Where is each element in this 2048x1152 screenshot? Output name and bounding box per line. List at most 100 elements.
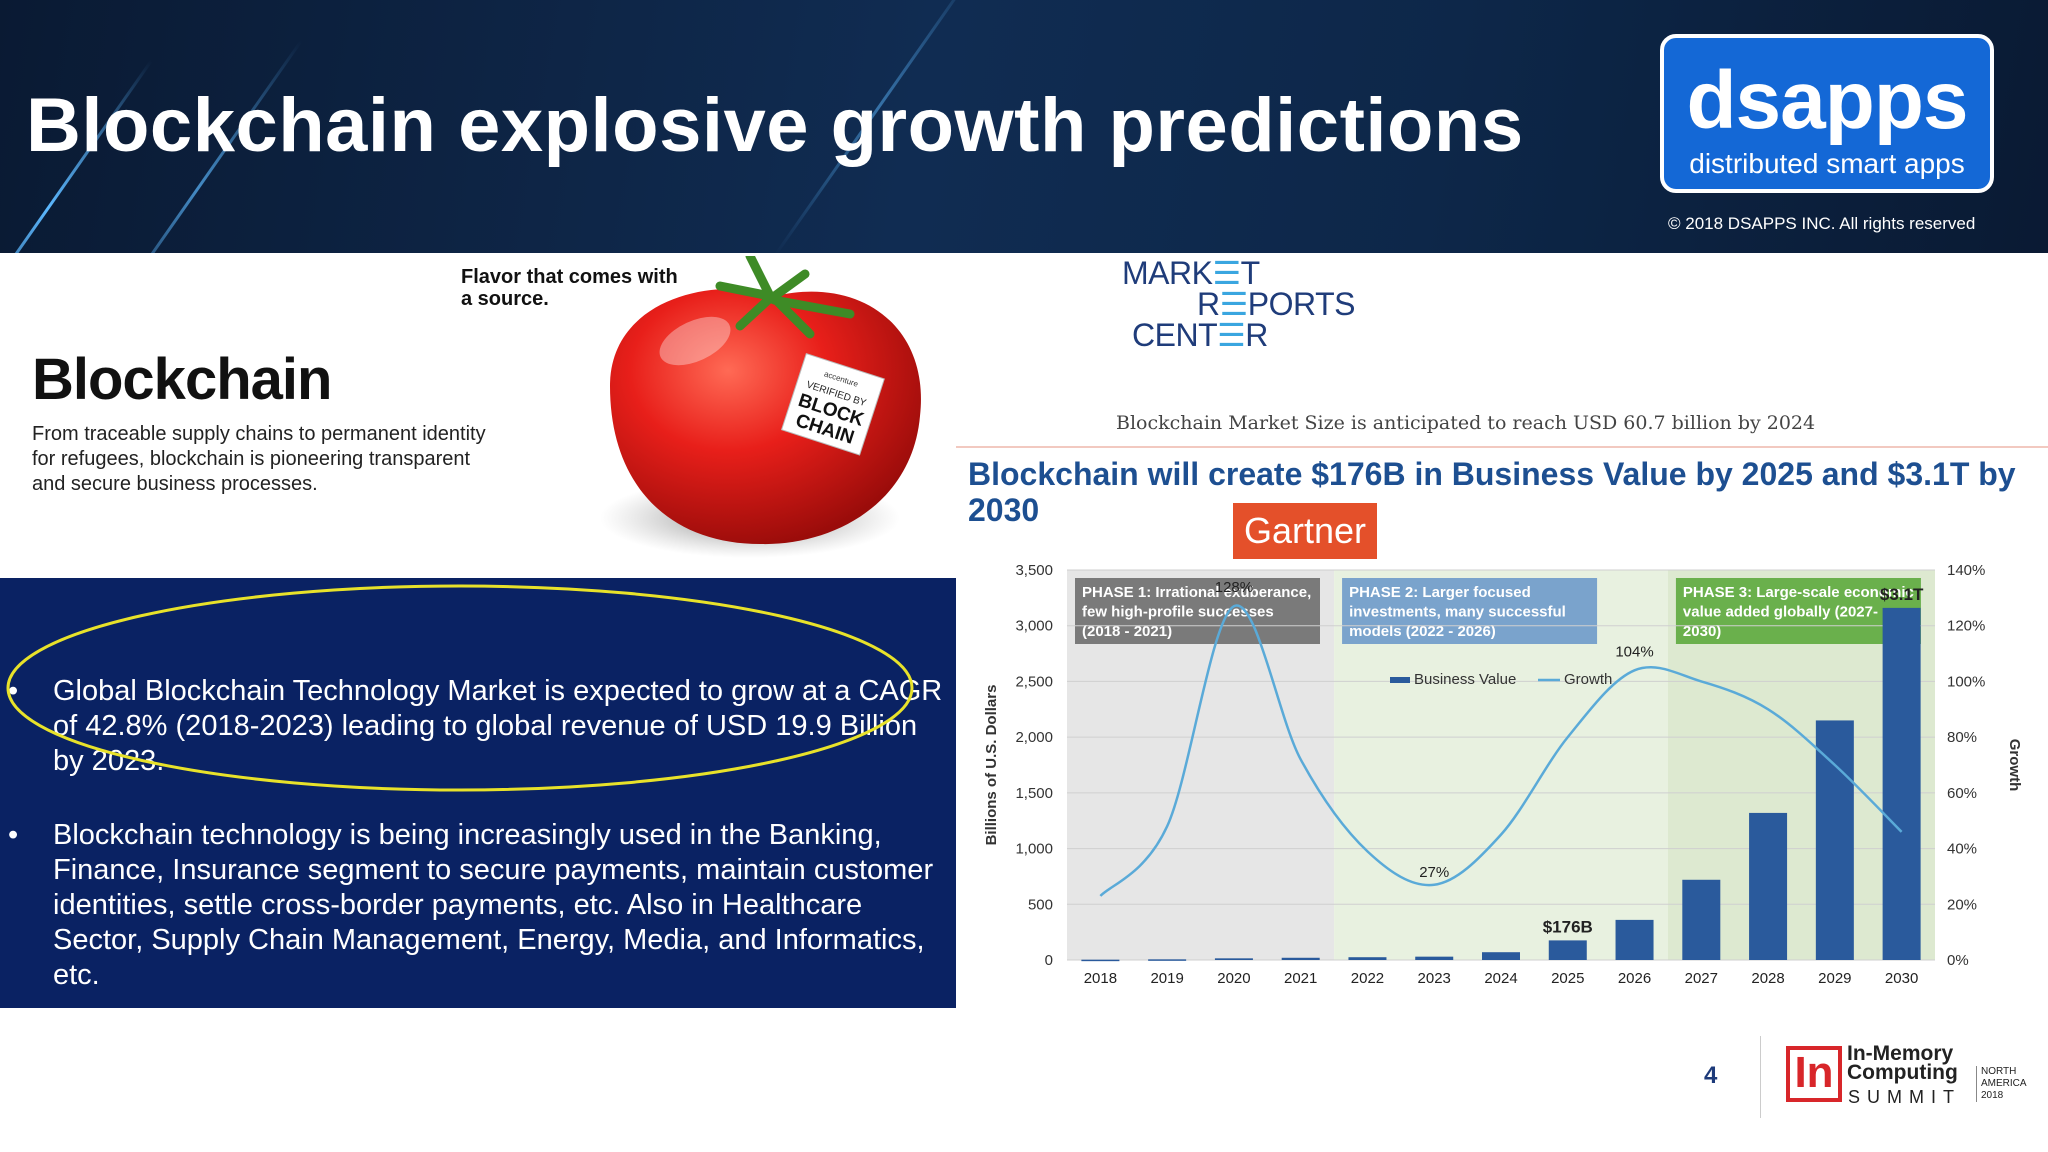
gartner-label: Gartner — [1233, 503, 1377, 559]
phase-label-box — [1342, 578, 1598, 644]
x-tick-label: 2024 — [1484, 970, 1517, 987]
tomato-highlight — [659, 316, 731, 366]
x-tick-label: 2022 — [1351, 970, 1384, 987]
imc-region: NORTH AMERICA 2018 — [1976, 1066, 2027, 1102]
tomato-image: accenture VERIFIED BY BLOCK CHAIN — [600, 256, 921, 558]
phase-label-text: models (2022 - 2026) — [1349, 623, 1496, 640]
bar-business-value — [1815, 720, 1854, 960]
legend-label: Business Value — [1414, 671, 1516, 688]
ad-tagline: Flavor that comes with a source. — [461, 266, 678, 310]
y-tick-label: 2,500 — [1015, 673, 1053, 690]
business-value-chart: PHASE 1: Irrational exuberance,few high-… — [983, 562, 2023, 987]
bullet-panel: • Global Blockchain Technology Market is… — [0, 578, 956, 1008]
mrc-logo-text: CENT — [1132, 317, 1218, 353]
y2-tick-label: 120% — [1947, 618, 1985, 635]
bar-business-value — [1749, 812, 1788, 960]
mrc-logo-text: MARK — [1122, 255, 1213, 291]
bar-business-value — [1482, 952, 1520, 960]
phase-label-text: investments, many successful — [1349, 604, 1566, 621]
y-tick-label: 1,500 — [1015, 785, 1053, 802]
x-tick-label: 2021 — [1284, 970, 1317, 987]
bullet-text: Blockchain technology is being increasin… — [53, 819, 934, 991]
market-reports-center-logo: MARK☰T R☰PORTS CENT☰R — [1122, 255, 1356, 353]
y2-tick-label: 40% — [1947, 841, 1977, 858]
x-tick-label: 2025 — [1551, 970, 1584, 987]
x-tick-label: 2026 — [1618, 970, 1651, 987]
phase-label-text: 2030) — [1683, 623, 1721, 640]
x-tick-label: 2020 — [1217, 970, 1250, 987]
highlight-ellipse — [6, 584, 914, 792]
x-tick-label: 2019 — [1150, 970, 1183, 987]
x-tick-label: 2023 — [1418, 970, 1451, 987]
slide-header: Blockchain explosive growth predictions … — [0, 0, 2048, 253]
growth-line — [1099, 604, 1903, 897]
y-tick-label: 1,000 — [1015, 841, 1053, 858]
bullet-text: Global Blockchain Technology Market is e… — [53, 675, 943, 777]
y2-axis-title: Growth — [2006, 739, 2023, 792]
phase-label-text: value added globally (2027- — [1683, 604, 1878, 621]
y2-tick-label: 140% — [1947, 562, 1985, 579]
bar-business-value — [1281, 957, 1320, 960]
data-annotation: $176B — [1543, 917, 1593, 936]
mrc-bar-icon: ☰ — [1212, 255, 1241, 291]
phase-label-text: PHASE 1: Irrational exuberance, — [1082, 584, 1311, 601]
data-annotation: $3.1T — [1880, 585, 1924, 604]
y2-tick-label: 80% — [1947, 729, 1977, 746]
y-axis-title: Billions of U.S. Dollars — [983, 685, 1000, 846]
imc-logo-text: In-Memory Computing — [1847, 1042, 1958, 1084]
verified-sticker: accenture VERIFIED BY BLOCK CHAIN — [780, 352, 885, 456]
bar-business-value — [1548, 940, 1587, 960]
y2-tick-label: 100% — [1947, 673, 1985, 690]
mrc-logo-text: R — [1245, 317, 1268, 353]
logo-subtitle: distributed smart apps — [1689, 148, 1965, 179]
bullet-dot: • — [8, 675, 19, 707]
x-tick-label: 2029 — [1818, 970, 1851, 987]
tomato-body — [610, 288, 921, 545]
bar-business-value — [1081, 959, 1120, 962]
bar-business-value — [1214, 958, 1253, 960]
dsapps-logo: dsapps distributed smart apps — [1660, 34, 1994, 193]
mrc-bar-icon: ☰ — [1217, 317, 1246, 353]
y2-tick-label: 20% — [1947, 896, 1977, 913]
ad-heading: Blockchain — [32, 347, 332, 412]
tomato-stem — [715, 256, 855, 339]
bullet-dot: • — [8, 819, 19, 851]
bar-business-value — [1415, 956, 1454, 960]
y-tick-label: 500 — [1028, 896, 1053, 913]
y-tick-label: 3,000 — [1015, 618, 1053, 635]
bar-business-value — [1348, 957, 1387, 960]
legend-label: Growth — [1564, 671, 1612, 688]
y2-tick-label: 0% — [1947, 952, 1969, 969]
data-annotation: 104% — [1615, 643, 1653, 660]
imc-line1: In-Memory — [1847, 1042, 1954, 1065]
imc-line2: Computing — [1847, 1061, 1958, 1084]
footer-divider — [1760, 1036, 1761, 1118]
slide-title: Blockchain explosive growth predictions — [26, 83, 1524, 168]
phase-label-box — [1675, 578, 1921, 644]
imc-region-line: NORTH — [1981, 1066, 2017, 1077]
bar-business-value — [1148, 959, 1187, 961]
y-tick-label: 0 — [1045, 952, 1053, 969]
divider-rule — [956, 446, 2048, 448]
bar-business-value — [1615, 919, 1654, 960]
data-annotation: 27% — [1419, 864, 1449, 881]
phase-label-text: PHASE 3: Large-scale economic — [1683, 584, 1914, 601]
x-tick-label: 2028 — [1751, 970, 1784, 987]
y2-tick-label: 60% — [1947, 785, 1977, 802]
x-tick-label: 2027 — [1685, 970, 1718, 987]
phase-label-text: PHASE 2: Larger focused — [1349, 584, 1531, 601]
data-annotation: 128% — [1215, 579, 1253, 596]
page-number: 4 — [1704, 1062, 1718, 1089]
mrc-logo-text: R — [1197, 286, 1220, 322]
imc-region-line: AMERICA — [1981, 1078, 2027, 1089]
market-size-caption: Blockchain Market Size is anticipated to… — [1116, 412, 1816, 434]
chart-heading: Blockchain will create $176B in Business… — [968, 456, 2016, 528]
ad-body: From traceable supply chains to permanen… — [32, 423, 486, 495]
logo-wordmark: dsapps — [1686, 55, 1968, 146]
mrc-bar-icon: ☰ — [1219, 286, 1249, 322]
mrc-logo-text: PORTS — [1247, 286, 1356, 322]
imc-region-line: 2018 — [1981, 1090, 2004, 1101]
legend-swatch-bar — [1390, 677, 1410, 683]
bar-business-value — [1682, 879, 1721, 960]
y-tick-label: 3,500 — [1015, 562, 1053, 579]
